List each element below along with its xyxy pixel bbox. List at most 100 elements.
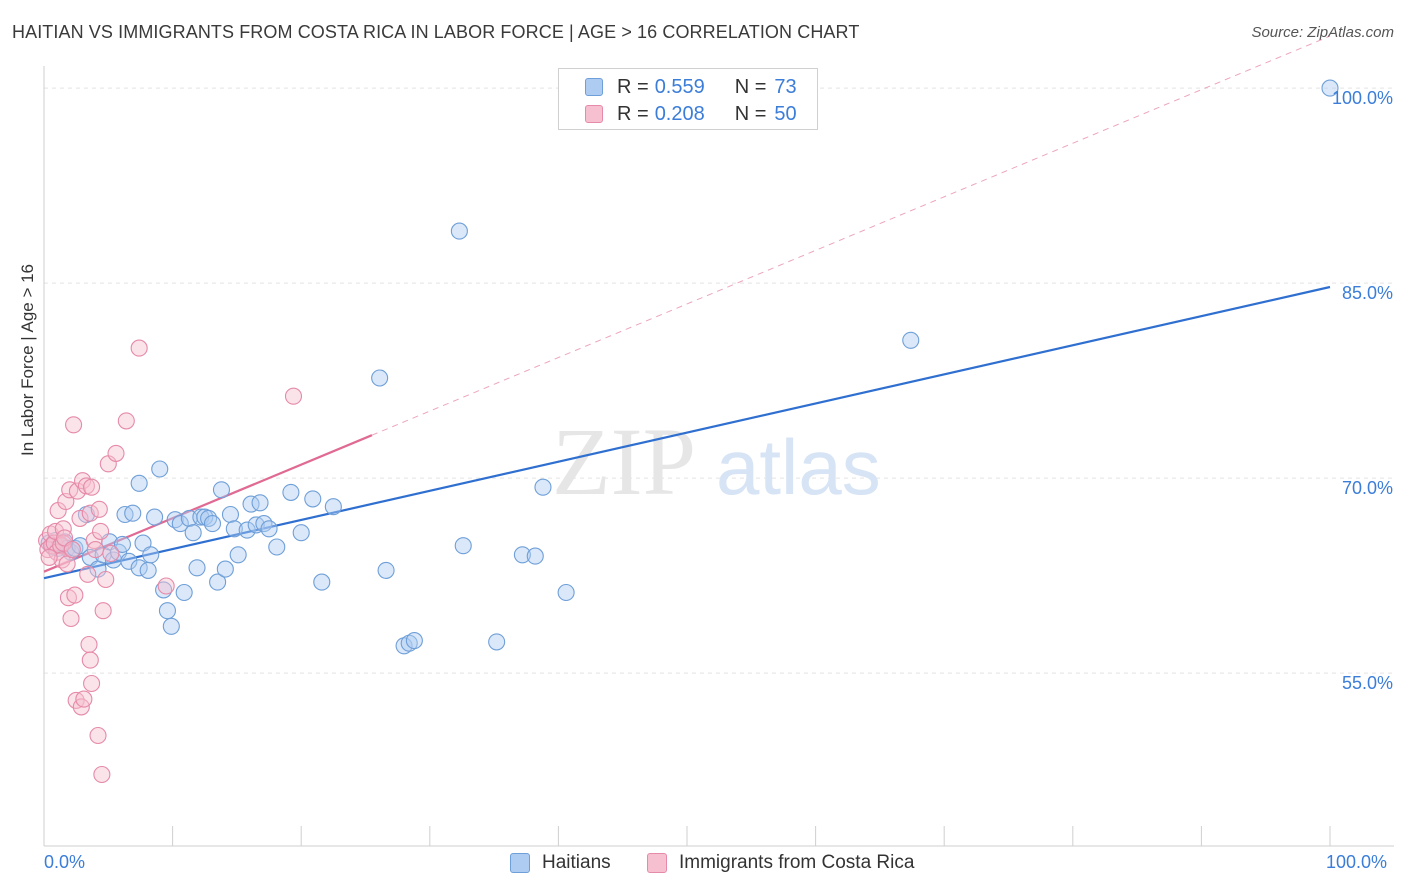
point-haitians [557,583,575,602]
legend-label-costa-rica: Immigrants from Costa Rica [679,852,915,873]
point-haitians [242,495,260,513]
grid-lines [44,87,1394,674]
watermark-atlas: atlas [716,423,881,511]
point-haitians [488,633,506,651]
x-tick-label-min: 0.0% [44,852,86,872]
point-haitians [225,520,243,538]
point-haitians [292,524,310,542]
point-costa-rica [85,531,103,550]
point-haitians [534,478,552,496]
point-haitians [221,505,240,524]
point-haitians [124,504,142,522]
point-costa-rica [75,690,93,708]
y-tick-label: 55.0% [1342,673,1393,693]
point-costa-rica [54,520,72,538]
point-haitians [304,490,322,508]
point-costa-rica [107,444,125,462]
point-haitians [188,559,206,577]
point-haitians [146,508,164,526]
point-haitians [142,546,160,564]
n-value: 50 [774,102,797,125]
r-label: R = [617,75,649,98]
point-costa-rica [284,387,303,405]
y-tick-labels: 55.0% 70.0% 85.0% 100.0% [1332,88,1393,693]
point-haitians [268,538,286,556]
point-costa-rica [157,577,175,595]
point-costa-rica [92,522,110,540]
point-haitians [175,583,193,602]
point-haitians [229,546,247,564]
point-haitians [526,547,544,565]
point-haitians [212,481,231,499]
point-haitians [282,483,300,501]
point-haitians [313,573,331,591]
point-costa-rica [81,504,99,522]
point-costa-rica [40,548,58,566]
point-haitians [902,331,920,349]
legend-swatch-haitians [510,853,530,873]
point-haitians [238,521,256,539]
point-haitians [158,602,177,620]
point-costa-rica [63,541,81,559]
legend-item-haitians[interactable]: Haitians [510,852,611,874]
point-haitians [184,524,202,542]
point-haitians [120,552,138,570]
point-costa-rica [83,478,101,496]
legend-swatch-costa-rica [647,853,667,873]
stats-legend: R = 0.559 N = 73 R = 0.208 N = 50 [558,68,818,130]
point-haitians [377,561,395,579]
r-value: 0.208 [654,102,705,125]
point-costa-rica [93,765,111,784]
trend-line-extension [371,35,1331,436]
source-label: Source: ZipAtlas.com [1251,24,1394,41]
point-haitians [371,369,389,387]
point-haitians [209,573,227,591]
point-haitians [450,222,468,240]
point-costa-rica [81,651,99,669]
point-costa-rica [89,726,107,745]
point-haitians [162,617,180,635]
y-tick-label: 70.0% [1342,478,1393,498]
point-haitians [139,561,157,579]
n-value: 73 [774,75,797,98]
costa-rica-swatch [585,105,603,123]
point-haitians [203,515,222,533]
point-haitians [513,546,531,564]
y-tick-label: 85.0% [1342,283,1393,303]
point-costa-rica [90,500,108,518]
point-costa-rica [65,416,83,434]
point-haitians [324,498,342,516]
chart-title: HAITIAN VS IMMIGRANTS FROM COSTA RICA IN… [12,22,860,42]
point-costa-rica [117,412,135,430]
point-costa-rica [58,555,76,573]
point-haitians [251,494,269,512]
watermark: ZIP atlas [552,408,881,515]
r-value: 0.559 [654,75,705,98]
axes [43,66,1394,847]
x-tick-label-max: 100.0% [1326,852,1388,872]
point-costa-rica [62,609,80,628]
data-points [38,79,1339,784]
point-costa-rica [94,602,112,620]
point-costa-rica [83,674,101,693]
point-haitians [151,460,169,478]
point-costa-rica [102,544,120,563]
point-haitians [171,515,189,533]
haitians-swatch [585,78,603,96]
point-haitians [405,632,423,650]
point-costa-rica [86,541,104,559]
watermark-zip: ZIP [552,408,696,515]
point-haitians [260,520,278,538]
point-costa-rica [66,586,84,604]
legend-item-costa-rica[interactable]: Immigrants from Costa Rica [647,852,914,874]
point-haitians [1321,79,1339,97]
trend-line-costa-rica [43,434,373,573]
point-costa-rica [130,339,148,357]
r-label: R = [617,102,649,125]
point-haitians [130,474,148,492]
point-haitians [255,515,273,533]
point-haitians [113,535,131,553]
legend-label-haitians: Haitians [542,852,611,873]
n-label: N = [734,75,767,98]
